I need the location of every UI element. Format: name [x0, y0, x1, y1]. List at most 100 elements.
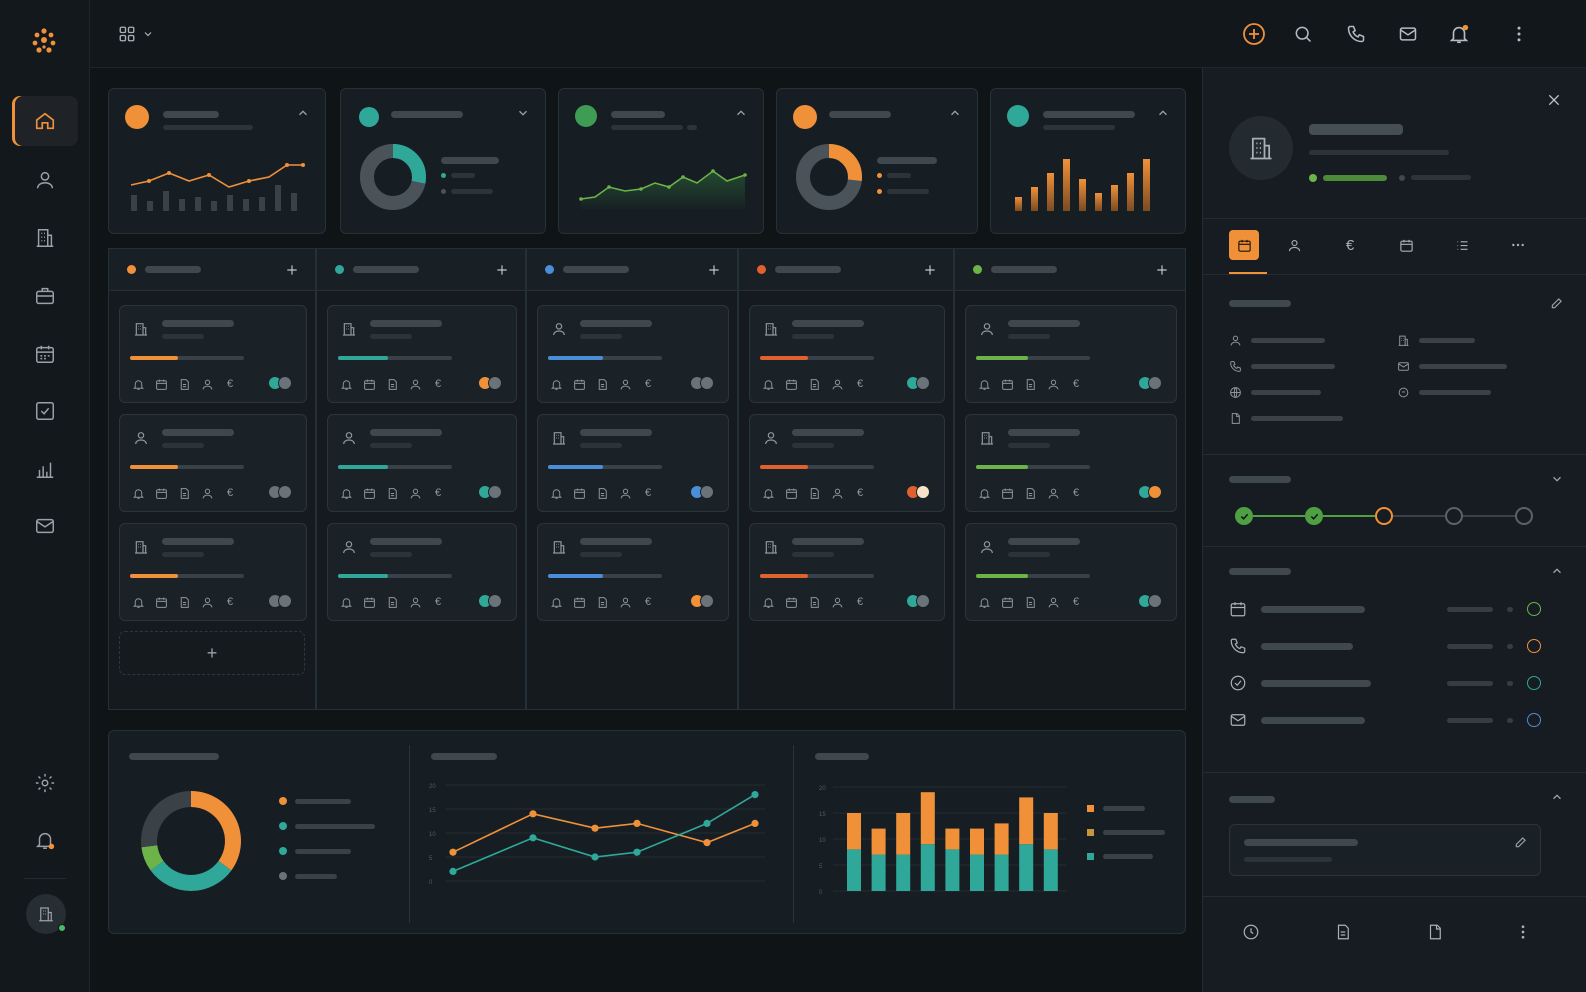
bell-icon[interactable] [338, 594, 354, 610]
chevron-up-icon[interactable] [295, 105, 311, 121]
bell-icon[interactable] [976, 485, 992, 501]
calendar-icon[interactable] [783, 594, 799, 610]
user-icon[interactable] [199, 376, 215, 392]
footer-button[interactable] [1509, 918, 1537, 946]
user-icon[interactable] [829, 485, 845, 501]
add-card-button[interactable] [283, 261, 301, 279]
add-card-button[interactable] [493, 261, 511, 279]
logo-icon[interactable] [27, 24, 61, 58]
pipeline-step-todo[interactable] [1515, 507, 1533, 525]
nav-deals[interactable] [12, 271, 78, 321]
user-icon[interactable] [407, 376, 423, 392]
add-card-button[interactable] [705, 261, 723, 279]
kpi-card[interactable] [990, 88, 1186, 234]
phone-button[interactable] [1340, 18, 1372, 50]
bell-icon[interactable] [338, 376, 354, 392]
deal-card[interactable]: € [965, 523, 1177, 621]
avatar[interactable] [26, 894, 66, 934]
pipeline-step-todo[interactable] [1445, 507, 1463, 525]
deal-card[interactable]: € [327, 414, 517, 512]
deal-card[interactable]: € [965, 305, 1177, 403]
close-button[interactable] [1542, 88, 1566, 112]
activity-status-indicator[interactable] [1527, 713, 1541, 727]
euro-icon[interactable]: € [434, 378, 442, 390]
user-icon[interactable] [829, 376, 845, 392]
kpi-card[interactable] [776, 88, 978, 234]
search-button[interactable] [1287, 18, 1319, 50]
document-icon[interactable] [1022, 376, 1038, 392]
panel-tab[interactable] [1503, 230, 1533, 260]
add-button[interactable] [1238, 18, 1270, 50]
calendar-icon[interactable] [571, 594, 587, 610]
calendar-icon[interactable] [571, 485, 587, 501]
add-card-button[interactable] [1153, 261, 1171, 279]
activity-row[interactable] [1229, 709, 1549, 733]
euro-icon[interactable]: € [644, 487, 652, 499]
euro-icon[interactable]: € [644, 596, 652, 608]
calendar-icon[interactable] [783, 376, 799, 392]
euro-icon[interactable]: € [226, 596, 234, 608]
nav-settings[interactable] [12, 758, 78, 808]
bell-icon[interactable] [760, 485, 776, 501]
document-icon[interactable] [176, 594, 192, 610]
euro-icon[interactable]: € [1072, 596, 1080, 608]
panel-tab[interactable] [1229, 230, 1259, 260]
chevron-up-icon[interactable] [1155, 105, 1171, 121]
user-icon[interactable] [829, 594, 845, 610]
kpi-card[interactable] [108, 88, 326, 234]
add-card-button[interactable]: + [119, 631, 305, 675]
user-icon[interactable] [199, 485, 215, 501]
activity-row[interactable] [1229, 598, 1549, 622]
pipeline-step-done[interactable] [1235, 507, 1253, 525]
edit-icon[interactable] [1550, 296, 1564, 310]
bell-icon[interactable] [760, 376, 776, 392]
document-icon[interactable] [384, 594, 400, 610]
footer-button[interactable] [1329, 918, 1357, 946]
panel-tab[interactable] [1391, 230, 1421, 260]
calendar-icon[interactable] [361, 376, 377, 392]
document-icon[interactable] [384, 376, 400, 392]
calendar-icon[interactable] [153, 376, 169, 392]
document-icon[interactable] [594, 594, 610, 610]
calendar-icon[interactable] [999, 376, 1015, 392]
deal-card[interactable]: € [119, 523, 307, 621]
calendar-icon[interactable] [783, 485, 799, 501]
add-card-button[interactable] [921, 261, 939, 279]
bell-icon[interactable] [130, 594, 146, 610]
user-icon[interactable] [407, 594, 423, 610]
deal-card[interactable]: € [537, 414, 729, 512]
edit-icon[interactable] [1514, 835, 1528, 849]
bell-icon[interactable] [548, 485, 564, 501]
euro-icon[interactable]: € [434, 487, 442, 499]
euro-icon[interactable]: € [644, 378, 652, 390]
user-icon[interactable] [617, 376, 633, 392]
calendar-icon[interactable] [153, 485, 169, 501]
chevron-up-icon[interactable] [733, 105, 749, 121]
deal-card[interactable]: € [119, 414, 307, 512]
nav-mail[interactable] [12, 501, 78, 551]
deal-card[interactable]: € [327, 523, 517, 621]
footer-button[interactable] [1237, 918, 1265, 946]
bell-icon[interactable] [976, 594, 992, 610]
euro-icon[interactable]: € [434, 596, 442, 608]
activity-status-indicator[interactable] [1527, 639, 1541, 653]
chevron-up-icon[interactable] [1550, 564, 1564, 578]
bell-icon[interactable] [760, 594, 776, 610]
activity-status-indicator[interactable] [1527, 602, 1541, 616]
calendar-icon[interactable] [361, 485, 377, 501]
euro-icon[interactable]: € [226, 378, 234, 390]
user-icon[interactable] [199, 594, 215, 610]
document-icon[interactable] [1022, 485, 1038, 501]
document-icon[interactable] [594, 485, 610, 501]
deal-card[interactable]: € [327, 305, 517, 403]
nav-notifications[interactable] [12, 815, 78, 865]
kpi-card[interactable] [340, 88, 546, 234]
user-icon[interactable] [617, 485, 633, 501]
deal-card[interactable]: € [749, 414, 945, 512]
bell-icon[interactable] [130, 376, 146, 392]
pipeline-step-done[interactable] [1305, 507, 1323, 525]
bell-icon[interactable] [548, 594, 564, 610]
more-button[interactable] [1503, 18, 1535, 50]
deal-card[interactable]: € [537, 523, 729, 621]
document-icon[interactable] [176, 485, 192, 501]
